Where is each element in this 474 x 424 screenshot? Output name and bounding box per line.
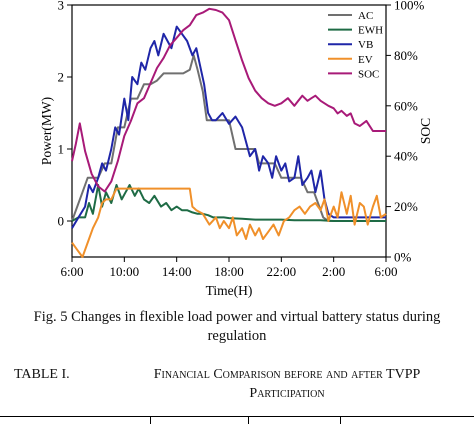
series-line-vb [71,25,386,229]
legend-label-ac: AC [358,10,373,22]
legend-label-soc: SOC [358,68,379,80]
series-line-ev [71,187,387,258]
chart-legend: AC EWH VB EV SOC [328,10,383,80]
table-column-divider [248,416,249,424]
y-tick-label: 2 [58,70,65,85]
power-soc-chart: 6:00 10:00 14:00 18:00 22:00 2:00 6:00 0 1 2 3 0% 20… [39,0,433,298]
y2-tick-label: 0% [394,250,412,265]
x-tick-label: 10:00 [110,264,140,279]
x-tick-label: 6:00 [374,264,397,279]
y-tick-label: 0 [58,214,65,229]
y-tick-label: 3 [58,0,65,13]
table-description: Financial Comparison before and after TV… [153,367,421,401]
series-line-soc [71,7,386,193]
y2-tick-label: 20% [394,199,418,214]
y-tick-label: 1 [58,142,65,157]
table-column-divider [340,416,341,424]
y2-tick-label: 40% [394,149,418,164]
y2-axis-label: SOC [418,118,433,144]
series-line-ac [71,54,386,222]
figure-caption: Fig. 5 Changes in flexible load power an… [0,308,474,346]
table-column-divider [150,416,151,424]
legend-label-vb: VB [358,39,373,51]
legend-label-ev: EV [358,54,373,66]
x-tick-label: 2:00 [322,264,345,279]
table-number: TABLE I. [14,367,70,382]
x-axis-label: Time(H) [206,283,253,298]
figure-caption-line-1: Fig. 5 Changes in flexible load power an… [33,309,441,325]
series-line-ewh [71,184,386,222]
x-tick-label: 18:00 [214,264,244,279]
y2-tick-label: 100% [394,0,425,13]
x-tick-label: 6:00 [60,264,83,279]
legend-label-ewh: EWH [358,25,383,37]
x-tick-label: 14:00 [162,264,192,279]
table-top-rule [0,416,474,417]
y2-tick-label: 60% [394,98,418,113]
x-tick-label: 22:00 [267,264,297,279]
figure-caption-line-2: regulation [207,328,267,344]
y2-tick-label: 80% [394,48,418,63]
y-axis-label: Power(MW) [39,97,54,165]
